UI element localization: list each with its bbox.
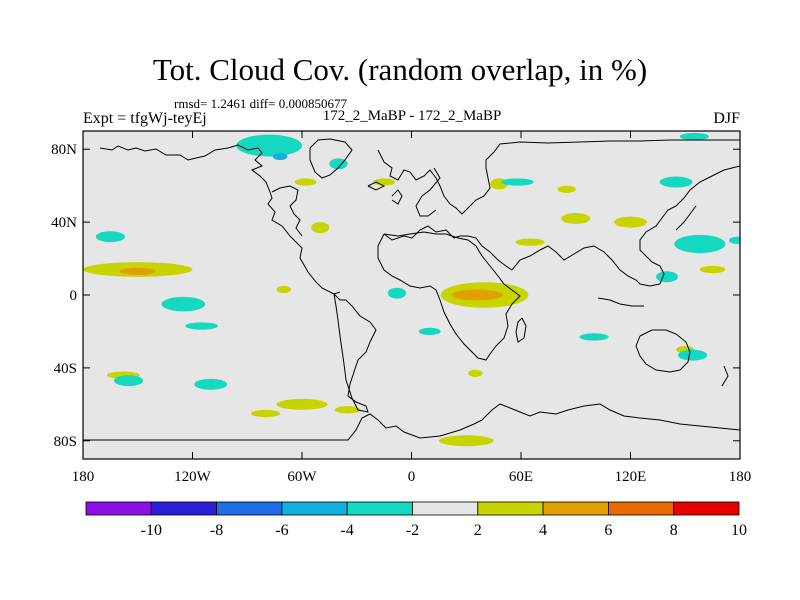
colorbar-label: 8: [670, 522, 678, 539]
contour-region: [579, 333, 609, 341]
coastline-australia: [635, 329, 691, 373]
coastline-south-asia: [511, 245, 661, 287]
colorbar: -10 -8 -6 -4 -2 2 4 6 8 10: [85, 501, 747, 539]
colorbar-label: -2: [406, 522, 419, 539]
contour-region: [699, 265, 726, 274]
contour-region: [438, 435, 494, 447]
colorbar-label: -6: [275, 522, 288, 539]
contour-region: [561, 213, 591, 224]
coastline-new-zealand: [721, 365, 729, 387]
contour-region: [468, 369, 483, 377]
x-tick-label: 0: [408, 469, 416, 485]
contour-region: [294, 178, 317, 186]
x-tick-label: 60W: [287, 469, 317, 485]
colorbar-label: -4: [341, 522, 354, 539]
colorbar-label: -8: [210, 522, 223, 539]
contour-region: [515, 238, 545, 246]
coastline-africa: [377, 231, 521, 361]
y-tick-label: 40S: [54, 361, 77, 377]
colorbar-label: 10: [731, 522, 747, 539]
experiment-label: Expt = tfgWj-teyEj: [83, 110, 207, 127]
colorbar-swatch: [477, 501, 544, 516]
y-tick-label: 80S: [54, 434, 77, 450]
coastline-greenland: [309, 138, 353, 179]
colorbar-swatch: [216, 501, 283, 516]
contour-region: [679, 132, 709, 141]
contour-region: [114, 375, 144, 387]
contour-region: [451, 289, 503, 301]
colorbar-label: 4: [539, 522, 547, 539]
coastline-uk: [391, 189, 403, 205]
contour-region: [656, 271, 678, 283]
contour-region: [729, 236, 740, 244]
y-tick-label: 40N: [51, 215, 77, 231]
coastline-eurasia: [377, 139, 740, 215]
contour-region: [311, 222, 330, 234]
contour-region: [119, 267, 156, 275]
coastlines: [83, 138, 740, 441]
y-tick-label: 80N: [51, 142, 77, 158]
contour-region: [250, 409, 281, 418]
colorbar-swatch: [412, 501, 479, 516]
colorbar-swatch: [85, 501, 152, 516]
contour-region: [185, 322, 219, 330]
contour-fills: [83, 124, 740, 447]
contour-region: [238, 124, 264, 131]
rmsd-diff-stats: rmsd= 1.2461 diff= 0.000850677: [174, 96, 347, 111]
y-tick-label: 0: [70, 288, 78, 304]
contour-region: [677, 349, 708, 361]
coastline-iceland: [367, 181, 386, 191]
contour-region: [194, 378, 228, 390]
coastline-north-america: [99, 144, 341, 295]
contour-region: [387, 287, 407, 299]
colorbar-label: 2: [474, 522, 482, 539]
contour-region: [614, 216, 647, 228]
x-tick-label: 120W: [174, 469, 212, 485]
colorbar-label: -10: [141, 522, 162, 539]
colorbar-swatch: [542, 501, 609, 516]
coastline-hudson: [271, 185, 303, 237]
colorbar-swatch: [673, 501, 740, 516]
colorbar-swatch: [150, 501, 218, 516]
contour-region: [276, 398, 328, 410]
x-tick-label: 120E: [615, 469, 647, 485]
colorbar-label: 6: [604, 522, 612, 539]
chart-title: Tot. Cloud Cov. (random overlap, in %): [152, 52, 648, 87]
contour-region: [334, 406, 361, 414]
contour-region: [659, 176, 693, 188]
map-background: [83, 131, 740, 459]
x-tick-label: 180: [72, 469, 95, 485]
coastline-antarctica: [83, 403, 740, 441]
contour-region: [329, 158, 348, 170]
colorbar-swatch: [346, 501, 413, 516]
contour-region: [236, 134, 302, 157]
contour-region: [674, 234, 726, 254]
coastline-japan: [675, 205, 697, 231]
coastline-east-asia: [639, 165, 740, 285]
contour-region: [500, 178, 534, 186]
colorbar-swatch: [281, 501, 348, 516]
x-tick-label: 180: [729, 469, 752, 485]
map-axes: 180 120W 60W 0 60E 120E 180 80N 40N 0 40S 80S: [51, 131, 751, 485]
coastline-islands-indonesia: [597, 297, 644, 307]
colorbar-swatch: [608, 501, 675, 516]
comparison-label: 172_2_MaBP - 172_2_MaBP: [322, 108, 502, 124]
season-label: DJF: [713, 110, 740, 127]
contour-region: [95, 231, 125, 243]
coastline-scandinavia: [415, 167, 441, 217]
contour-region: [276, 285, 292, 294]
contour-region: [557, 185, 576, 193]
coastline-mediterranean: [383, 225, 513, 271]
coastline-madagascar: [515, 317, 527, 343]
coastline-south-america: [333, 293, 377, 413]
contour-region: [161, 296, 206, 312]
contour-region: [272, 152, 288, 161]
contour-region: [418, 327, 441, 336]
x-tick-label: 60E: [509, 469, 533, 485]
